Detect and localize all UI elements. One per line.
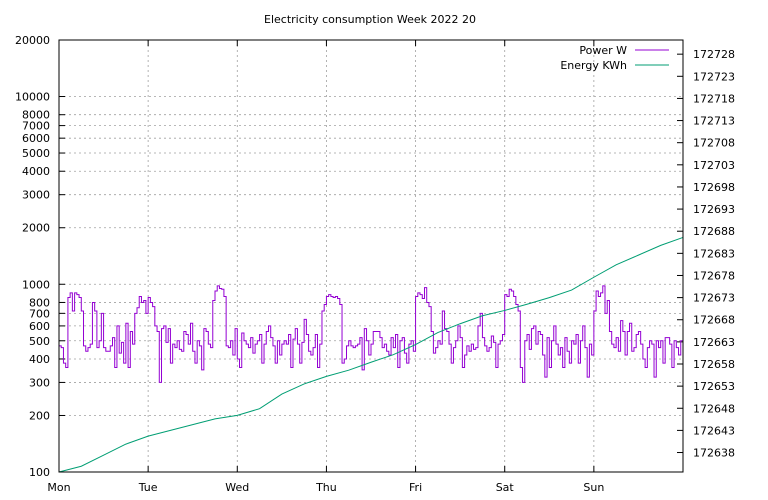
right-tick-label: 172728 <box>693 48 735 61</box>
legend-label-energy: Energy KWh <box>560 59 627 72</box>
right-tick-label: 172653 <box>693 380 735 393</box>
right-tick-label: 172723 <box>693 70 735 83</box>
left-tick-label: 4000 <box>22 165 50 178</box>
x-tick-label: Tue <box>138 481 158 494</box>
right-tick-label: 172663 <box>693 336 735 349</box>
left-tick-label: 200 <box>29 409 50 422</box>
left-tick-label: 500 <box>29 335 50 348</box>
left-tick-label: 20000 <box>15 34 50 47</box>
x-tick-label: Sun <box>583 481 604 494</box>
right-tick-label: 172648 <box>693 402 735 415</box>
right-tick-label: 172703 <box>693 159 735 172</box>
right-tick-label: 172673 <box>693 292 735 305</box>
right-tick-label: 172683 <box>693 247 735 260</box>
chart-title: Electricity consumption Week 2022 20 <box>264 13 476 26</box>
left-tick-label: 600 <box>29 320 50 333</box>
legend: Power W Energy KWh <box>560 44 669 72</box>
right-tick-label: 172698 <box>693 181 735 194</box>
series-line-energy <box>58 50 684 473</box>
legend-label-power: Power W <box>579 44 627 57</box>
left-tick-label: 10000 <box>15 91 50 104</box>
legend-entry-energy: Energy KWh <box>560 59 669 72</box>
right-tick-label: 172688 <box>693 225 735 238</box>
right-tick-label: 172678 <box>693 269 735 282</box>
grid-lines <box>59 40 683 472</box>
left-tick-label: 6000 <box>22 132 50 145</box>
series-line-power <box>59 285 683 383</box>
series-layer <box>58 50 684 473</box>
x-tick-label: Wed <box>225 481 249 494</box>
left-tick-label: 400 <box>29 353 50 366</box>
right-tick-label: 172713 <box>693 115 735 128</box>
left-tick-label: 800 <box>29 296 50 309</box>
legend-entry-power: Power W <box>579 44 669 57</box>
left-tick-label: 7000 <box>22 120 50 133</box>
right-tick-label: 172718 <box>693 92 735 105</box>
x-tick-label: Thu <box>315 481 337 494</box>
right-tick-label: 172658 <box>693 358 735 371</box>
left-tick-label: 2000 <box>22 222 50 235</box>
x-axis: Mon Tue Wed Thu Fri Sat Sun <box>47 40 604 494</box>
left-tick-label: 8000 <box>22 109 50 122</box>
right-axis: 172638 172643 172648 172653 172658 172663 1726… <box>677 48 735 460</box>
left-tick-label: 100 <box>29 466 50 479</box>
right-tick-label: 172693 <box>693 203 735 216</box>
left-tick-label: 3000 <box>22 189 50 202</box>
left-tick-label: 700 <box>29 307 50 320</box>
right-tick-label: 172638 <box>693 447 735 460</box>
x-tick-label: Mon <box>47 481 70 494</box>
x-tick-label: Sat <box>496 481 515 494</box>
left-tick-label: 300 <box>29 376 50 389</box>
right-tick-label: 172708 <box>693 137 735 150</box>
x-tick-label: Fri <box>409 481 422 494</box>
right-tick-label: 172643 <box>693 424 735 437</box>
right-tick-label: 172668 <box>693 314 735 327</box>
left-tick-label: 5000 <box>22 147 50 160</box>
left-tick-label: 1000 <box>22 278 50 291</box>
plot-frame <box>58 39 684 473</box>
